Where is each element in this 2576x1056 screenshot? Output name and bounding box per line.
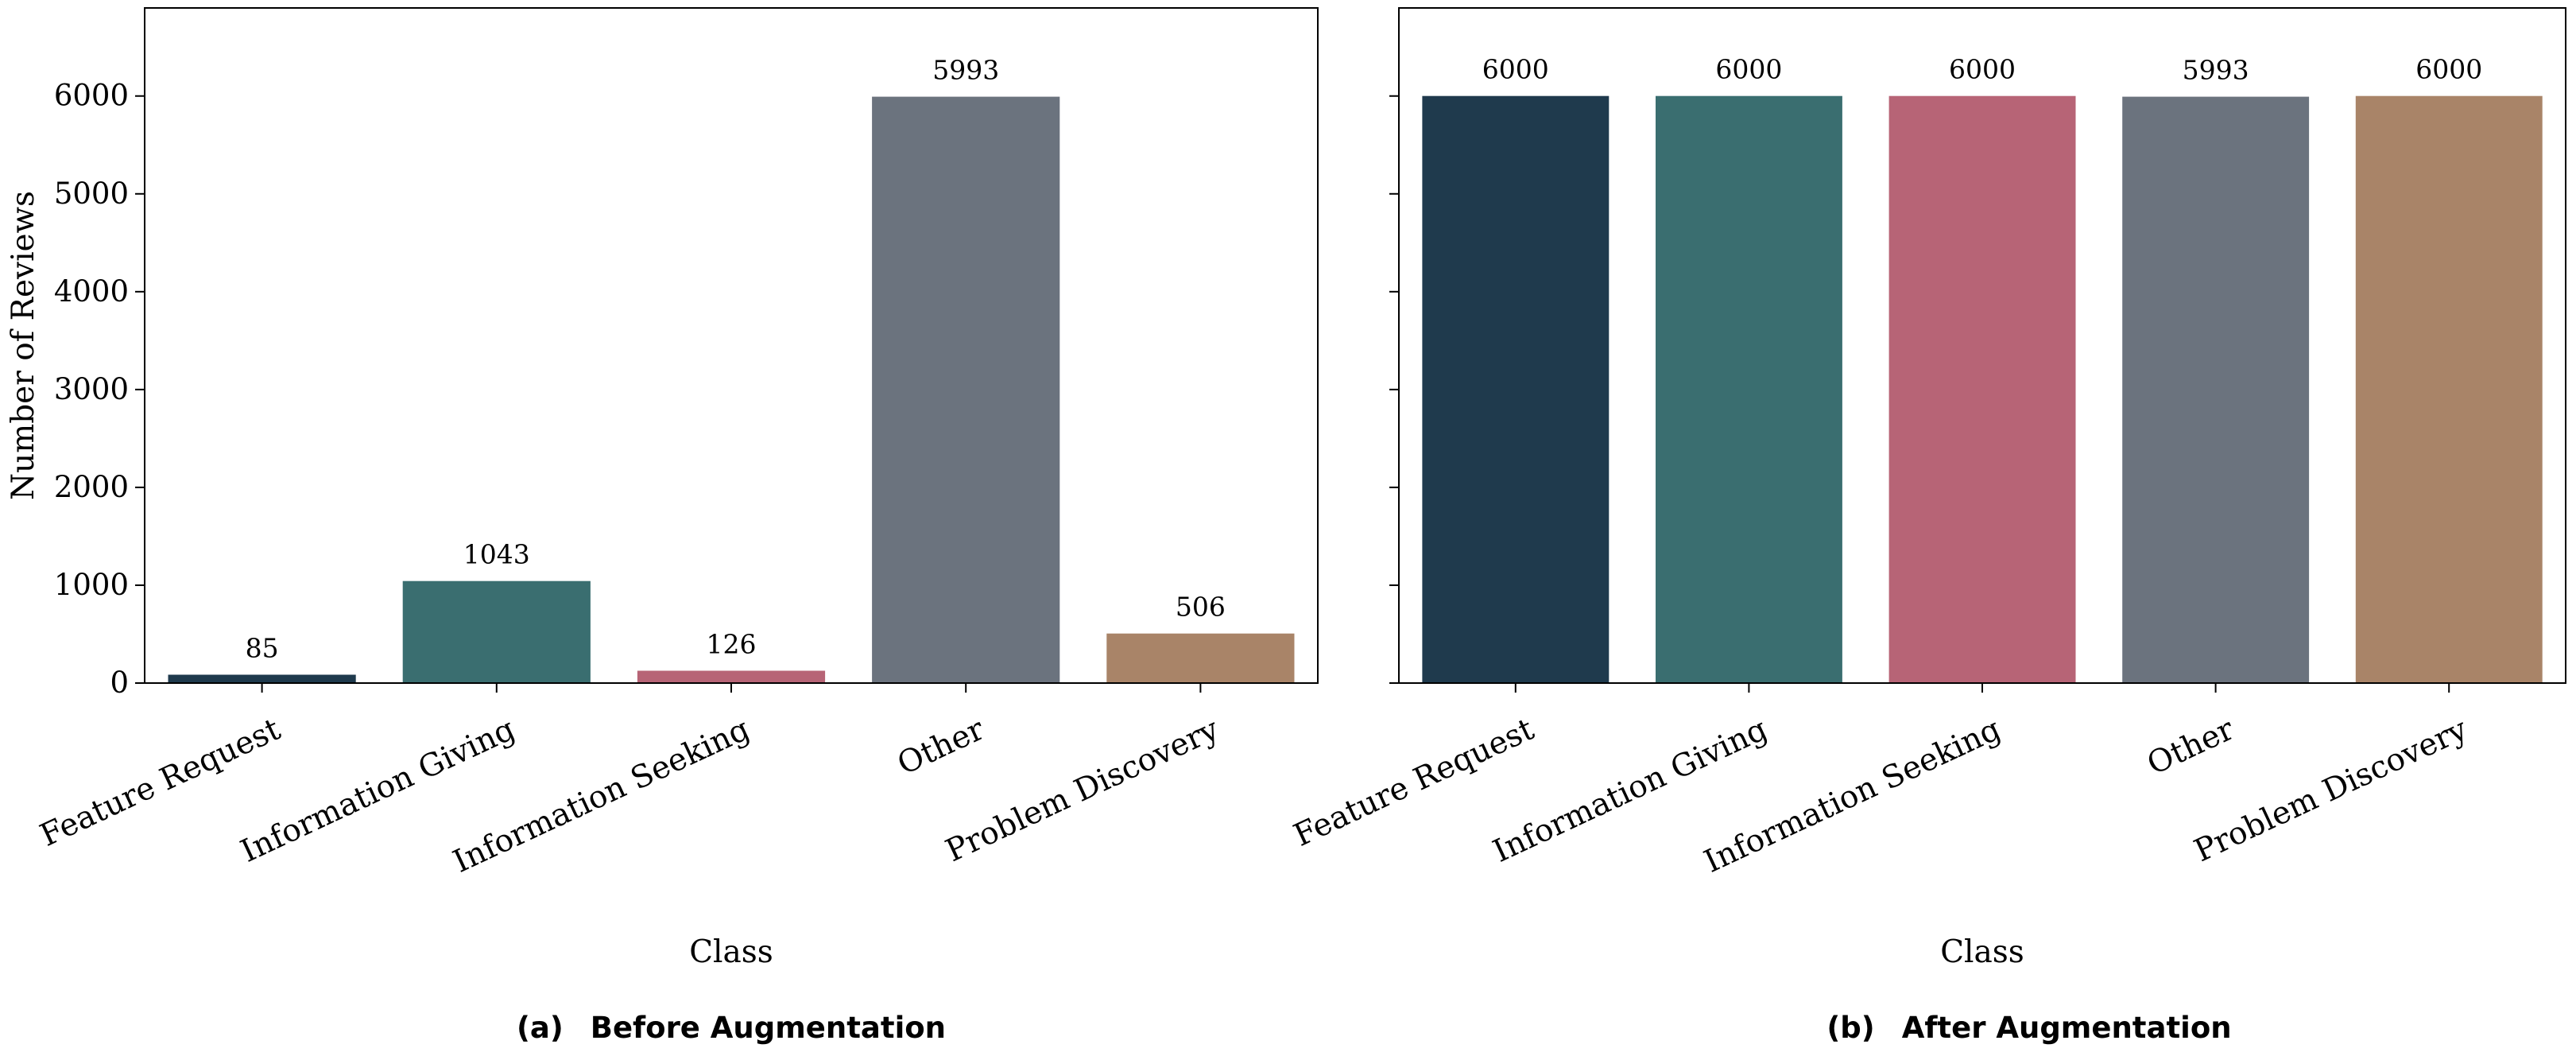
bar-value-label: 6000 [1715,54,1782,85]
y-tick-label: 1000 [54,568,129,602]
y-tick-label: 6000 [54,79,129,113]
panel-caption-text: After Augmentation [1902,1011,2232,1045]
bar-value-label: 1043 [463,539,530,570]
y-tick-label: 3000 [54,372,129,406]
y-tick-label: 5000 [54,177,129,211]
bar-information-giving [1656,95,1842,683]
bar-value-label: 6000 [1949,54,2016,85]
y-tick-label: 4000 [54,274,129,309]
bar-value-label: 5993 [2183,55,2249,86]
bar-feature-request [168,674,356,683]
plot-frame [144,7,1319,684]
bar-value-label: 126 [707,629,757,660]
bar-problem-discovery [1106,633,1295,683]
bar-information-seeking [1888,95,2076,683]
bar-feature-request [1422,95,1610,683]
bar-value-label: 506 [1176,592,1226,623]
x-tick-label: Other [2142,712,2240,782]
bar-other [2122,96,2310,684]
panel-caption-text: Before Augmentation [591,1011,946,1045]
y-axis-label: Number of Reviews [6,191,41,500]
plot-frame [1398,7,2566,684]
bar-value-label: 5993 [932,55,999,86]
bar-information-giving [402,580,591,683]
x-axis-label: Class [1940,934,2024,970]
x-tick-label: Other [892,712,990,782]
y-tick-label: 2000 [54,470,129,504]
y-tick-label: 0 [110,666,129,700]
bar-information-seeking [637,670,826,683]
bar-value-label: 6000 [1482,54,1549,85]
panel-label: (b) [1826,1011,1874,1045]
panel-caption: (b) After Augmentation [1826,1011,2231,1045]
bar-problem-discovery [2355,95,2543,683]
panel-label: (a) [517,1011,564,1045]
bar-other [872,96,1060,684]
panel-caption: (a) Before Augmentation [517,1011,946,1045]
bar-value-label: 85 [246,633,279,664]
bar-value-label: 6000 [2415,54,2482,85]
x-axis-label: Class [689,934,773,970]
